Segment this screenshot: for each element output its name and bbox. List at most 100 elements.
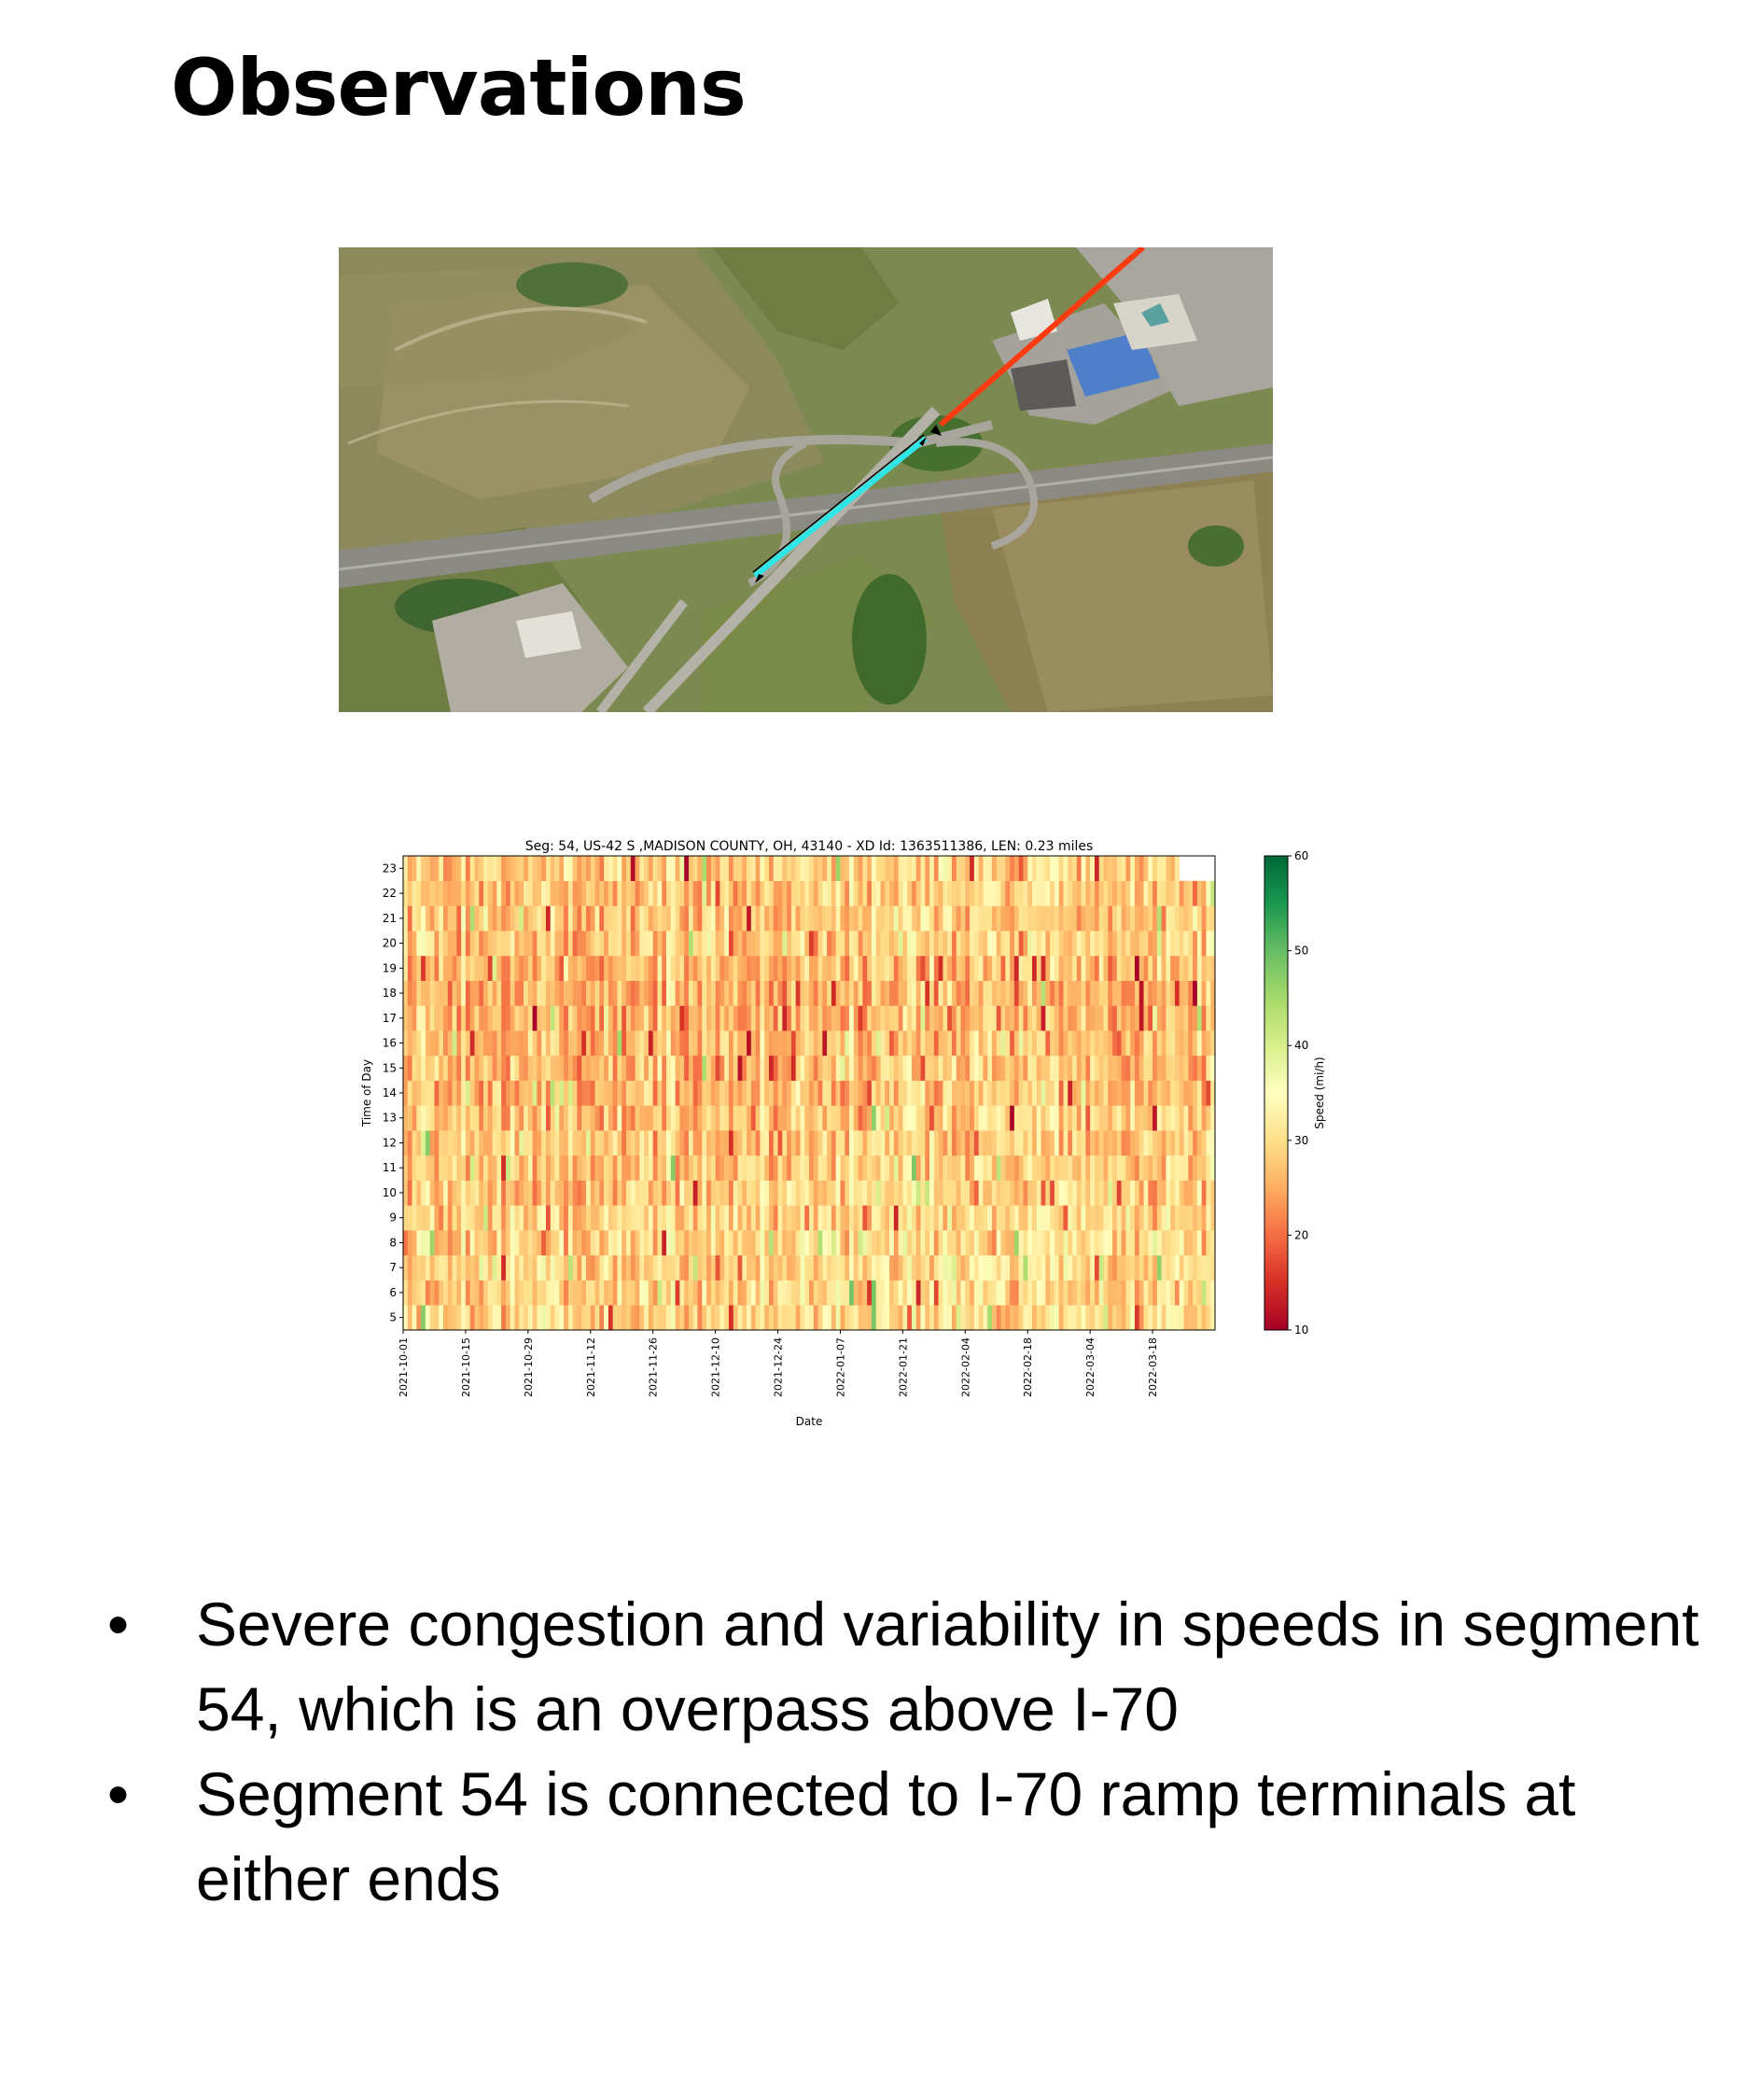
heatmap-cell: [1036, 1180, 1041, 1206]
heatmap-cell: [421, 1254, 426, 1281]
heatmap-cell: [750, 1005, 756, 1031]
heatmap-cell: [1005, 1205, 1011, 1231]
heatmap-cell: [407, 1230, 412, 1256]
heatmap-cell: [880, 931, 886, 957]
heatmap-cell: [429, 880, 435, 906]
heatmap-cell: [1054, 905, 1059, 931]
heatmap-cell: [1138, 1105, 1144, 1131]
heatmap-cell: [1000, 1155, 1006, 1181]
heatmap-cell: [970, 1030, 975, 1057]
heatmap-cell: [670, 1055, 676, 1081]
heatmap-cell: [951, 955, 957, 981]
heatmap-cell: [933, 905, 939, 931]
heatmap-cell: [581, 1030, 587, 1057]
heatmap-cell: [755, 1230, 761, 1256]
heatmap-cell: [943, 1080, 948, 1106]
heatmap-cell: [688, 1305, 694, 1331]
heatmap-cell: [973, 1180, 979, 1206]
heatmap-cell: [702, 1155, 707, 1181]
heatmap-cell: [867, 1055, 873, 1081]
heatmap-cell: [893, 931, 899, 957]
heatmap-cell: [845, 1254, 850, 1281]
heatmap-cell: [456, 880, 462, 906]
heatmap-cell: [938, 1305, 943, 1331]
heatmap-cell: [983, 1305, 988, 1331]
heatmap-cell: [483, 1254, 489, 1281]
heatmap-cell: [608, 980, 613, 1006]
heatmap-cell: [564, 1055, 569, 1081]
heatmap-cell: [1027, 1280, 1033, 1306]
heatmap-cell: [719, 1130, 725, 1156]
heatmap-cell: [822, 931, 828, 957]
heatmap-cell: [947, 1130, 953, 1156]
heatmap-cell: [880, 1155, 886, 1181]
heatmap-cell: [1112, 1230, 1118, 1256]
heatmap-cell: [880, 905, 886, 931]
heatmap-cell: [965, 1305, 971, 1331]
heatmap-cell: [416, 1305, 422, 1331]
heatmap-cell: [496, 1130, 502, 1156]
heatmap-cell: [692, 1254, 698, 1281]
heatmap-cell: [599, 1105, 605, 1131]
heatmap-cell: [554, 880, 560, 906]
heatmap-cell: [657, 880, 663, 906]
heatmap-cell: [652, 856, 658, 882]
heatmap-cell: [1179, 1230, 1184, 1256]
heatmap-cell: [1090, 1155, 1096, 1181]
heatmap-cell: [835, 1055, 841, 1081]
heatmap-cell: [412, 1130, 417, 1156]
heatmap-cell: [706, 1305, 712, 1331]
heatmap-cell: [956, 1030, 961, 1057]
heatmap-cell: [853, 1230, 859, 1256]
heatmap-cell: [800, 1305, 805, 1331]
heatmap-cell: [813, 856, 818, 882]
heatmap-cell: [1005, 905, 1011, 931]
heatmap-cell: [1179, 980, 1184, 1006]
heatmap-cell: [670, 1030, 676, 1057]
heatmap-cell: [1116, 1280, 1122, 1306]
heatmap-cell: [742, 1055, 747, 1081]
heatmap-cell: [1138, 880, 1144, 906]
heatmap-cell: [434, 1030, 440, 1057]
heatmap-cell: [768, 880, 775, 906]
y-tick-label: 6: [389, 1286, 397, 1299]
heatmap-cell: [581, 1005, 587, 1031]
heatmap-cell: [893, 905, 899, 931]
heatmap-cell: [1013, 955, 1019, 981]
heatmap-cell: [461, 1130, 467, 1156]
heatmap-cell: [996, 856, 1001, 882]
heatmap-cell: [1166, 1105, 1171, 1131]
heatmap-cell: [1193, 1305, 1198, 1331]
heatmap-cell: [434, 1180, 440, 1206]
heatmap-cell: [666, 980, 672, 1006]
heatmap-cell: [479, 1105, 484, 1131]
heatmap-cell: [421, 856, 426, 882]
heatmap-cell: [465, 1180, 471, 1206]
heatmap-cell: [684, 1280, 690, 1306]
heatmap-cell: [938, 880, 943, 906]
heatmap-cell: [760, 1105, 765, 1131]
heatmap-cell: [496, 880, 502, 906]
heatmap-cell: [1112, 1130, 1118, 1156]
heatmap-cell: [925, 1005, 930, 1031]
heatmap-cell: [867, 1080, 873, 1106]
heatmap-cell: [541, 856, 547, 882]
heatmap-cell: [465, 1305, 471, 1331]
heatmap-cell: [501, 1230, 507, 1256]
heatmap-cell: [1063, 931, 1069, 957]
heatmap-cell: [479, 880, 484, 906]
heatmap-cell: [1005, 1105, 1011, 1131]
heatmap-cell: [604, 955, 609, 981]
heatmap-cell: [1125, 1130, 1131, 1156]
heatmap-cell: [1193, 955, 1198, 981]
heatmap-cell: [456, 1030, 462, 1057]
heatmap-cell: [626, 1105, 632, 1131]
heatmap-cell: [933, 980, 939, 1006]
heatmap-cell: [773, 1030, 778, 1057]
heatmap-cell: [1156, 1305, 1162, 1331]
heatmap-cell: [608, 1055, 613, 1081]
heatmap-cell: [973, 856, 979, 882]
heatmap-cell: [973, 955, 979, 981]
heatmap-cell: [581, 1305, 587, 1331]
heatmap-cell: [911, 856, 917, 882]
